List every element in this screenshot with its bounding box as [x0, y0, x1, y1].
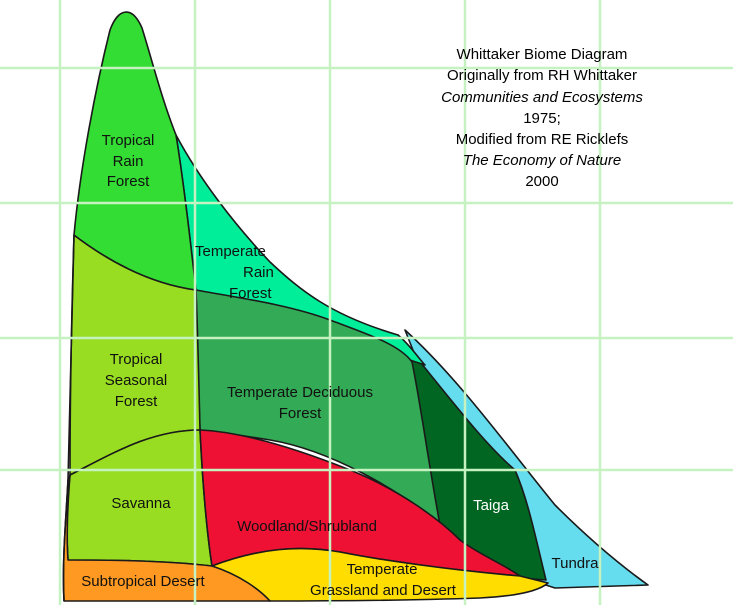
title-line-3: Communities and Ecosystems — [441, 89, 643, 106]
region-tropical-rain-forest — [73, 11, 197, 291]
label-temperate-grassland-desert-2: Grassland and Desert — [310, 582, 457, 599]
label-temperate-grassland-desert-1: Temperate — [347, 561, 418, 578]
label-taiga: Taiga — [473, 497, 510, 514]
title-line-6: The Economy of Nature — [463, 152, 621, 169]
label-temperate-deciduous-forest-1: Temperate Deciduous — [227, 384, 373, 401]
title-line-7: 2000 — [525, 173, 558, 190]
biome-regions — [62, 11, 649, 602]
title-block: Whittaker Biome Diagram Originally from … — [441, 46, 643, 190]
label-savanna: Savanna — [111, 495, 171, 512]
label-subtropical-desert: Subtropical Desert — [81, 573, 205, 590]
label-tropical-rain-forest-1: Tropical — [102, 132, 155, 149]
label-temperate-rain-forest-1: Temperate — [195, 243, 266, 260]
label-tropical-rain-forest-2: Rain — [113, 153, 144, 170]
label-temperate-rain-forest-2: Rain — [243, 264, 274, 281]
label-tropical-seasonal-forest-3: Forest — [115, 393, 158, 410]
label-tundra: Tundra — [552, 555, 600, 572]
label-temperate-rain-forest-3: Forest — [229, 285, 272, 302]
biome-labels: Tropical Rain Forest Temperate Rain Fore… — [81, 132, 599, 599]
label-tropical-seasonal-forest-1: Tropical — [110, 351, 163, 368]
label-temperate-deciduous-forest-2: Forest — [279, 405, 322, 422]
label-woodland-shrubland: Woodland/Shrubland — [237, 518, 377, 535]
diagram-left-boundary — [62, 234, 75, 602]
label-tropical-seasonal-forest-2: Seasonal — [105, 372, 168, 389]
title-line-1: Whittaker Biome Diagram — [457, 46, 628, 63]
title-line-4: 1975; — [523, 110, 561, 127]
label-tropical-rain-forest-3: Forest — [107, 173, 150, 190]
title-line-2: Originally from RH Whittaker — [447, 67, 637, 84]
title-line-5: Modified from RE Ricklefs — [456, 131, 629, 148]
